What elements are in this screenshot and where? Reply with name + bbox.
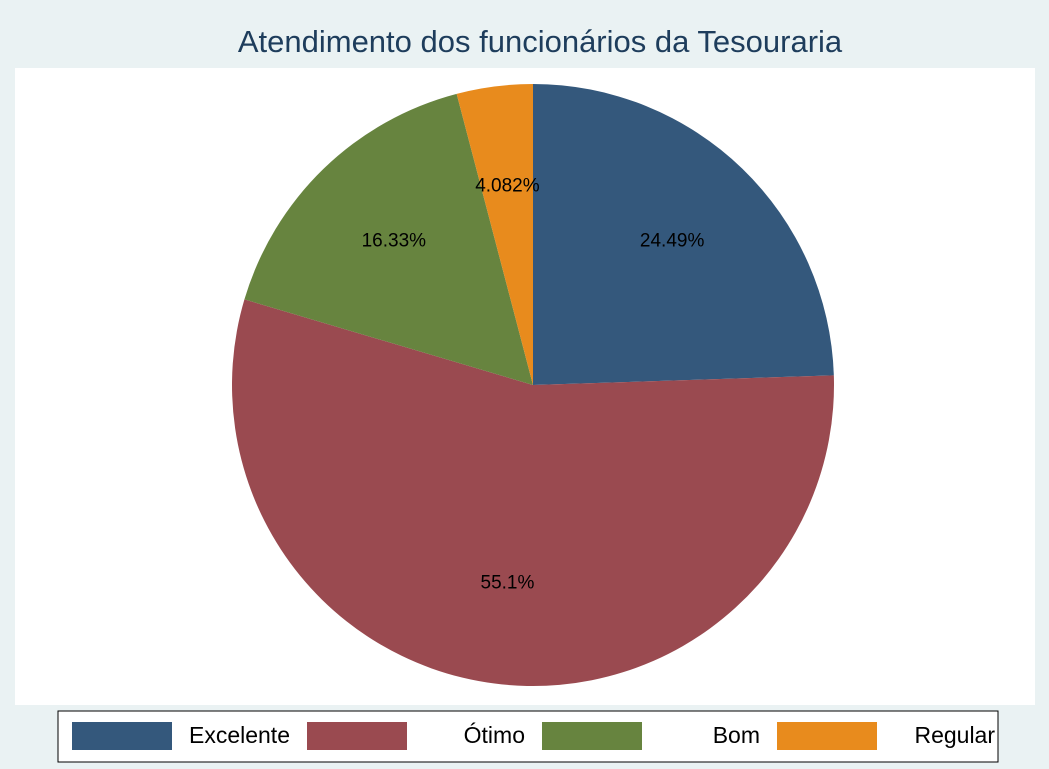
legend-label: Bom — [713, 722, 760, 748]
legend-swatch — [777, 722, 877, 750]
data-label: 24.49% — [640, 230, 705, 251]
legend-label: Ótimo — [464, 722, 525, 748]
pie-slice — [231, 299, 834, 687]
pie-slice — [244, 93, 533, 386]
data-label: 55.1% — [481, 572, 535, 593]
legend-swatch — [542, 722, 642, 750]
data-label: 16.33% — [362, 230, 427, 251]
pie-slice — [533, 84, 834, 385]
pie-slice — [456, 84, 533, 385]
legend-swatch — [72, 722, 172, 750]
data-label: 4.082% — [475, 176, 540, 197]
chart-title: Atendimento dos funcionários da Tesourar… — [238, 24, 843, 59]
legend-label: Regular — [914, 722, 995, 748]
legend-swatch — [307, 722, 407, 750]
legend-label: Excelente — [189, 722, 290, 748]
